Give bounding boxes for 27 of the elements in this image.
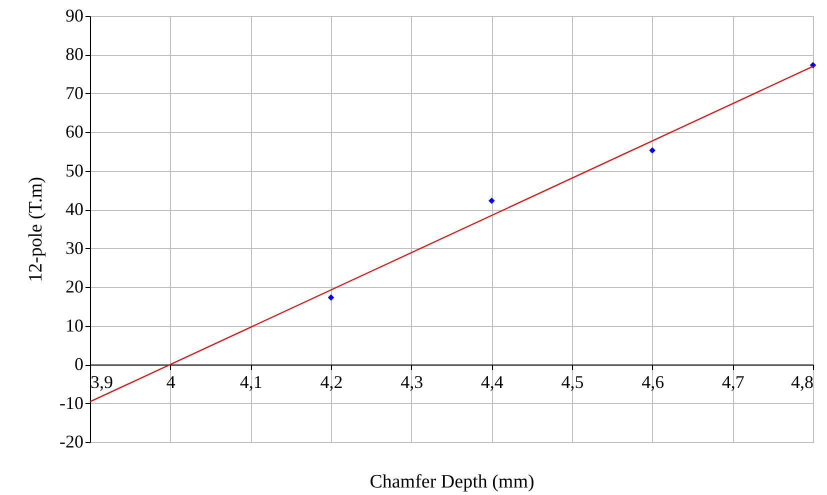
x-tick-label: 4,1 xyxy=(240,372,262,392)
x-tick-label: 4,7 xyxy=(722,372,744,392)
y-tick-label: 10 xyxy=(66,315,84,336)
y-tick-label: 60 xyxy=(66,122,84,142)
y-tick-label: 80 xyxy=(66,44,84,64)
x-tick-label: 4,5 xyxy=(561,372,584,392)
x-tick-label: 4,8 xyxy=(791,372,814,392)
y-tick-label: 50 xyxy=(66,160,84,180)
point xyxy=(488,198,495,204)
y-axis-title: 12-pole (T.m) xyxy=(26,176,47,282)
x-tick-label: 3,9 xyxy=(90,372,113,392)
y-tick-label: 40 xyxy=(66,199,84,220)
y-tick-label: -10 xyxy=(60,392,84,413)
y-tick-label: 70 xyxy=(66,82,84,103)
point xyxy=(328,294,334,301)
x-axis-title: Chamfer Depth (mm) xyxy=(370,472,534,492)
x-tick-label: 4,3 xyxy=(400,372,424,392)
x-tick-label: 4 xyxy=(166,372,176,392)
y-tick-label: 20 xyxy=(66,276,84,297)
y-tick-label: 90 xyxy=(66,6,84,26)
y-tick-label: 30 xyxy=(66,238,84,258)
y-tick-label: 0 xyxy=(74,354,84,374)
point xyxy=(649,147,656,154)
y-tick-label: -20 xyxy=(60,432,84,452)
x-tick-label: 4,4 xyxy=(480,372,504,392)
x-tick-label: 4,6 xyxy=(642,372,664,392)
x-tick-label: 4,2 xyxy=(320,372,343,392)
